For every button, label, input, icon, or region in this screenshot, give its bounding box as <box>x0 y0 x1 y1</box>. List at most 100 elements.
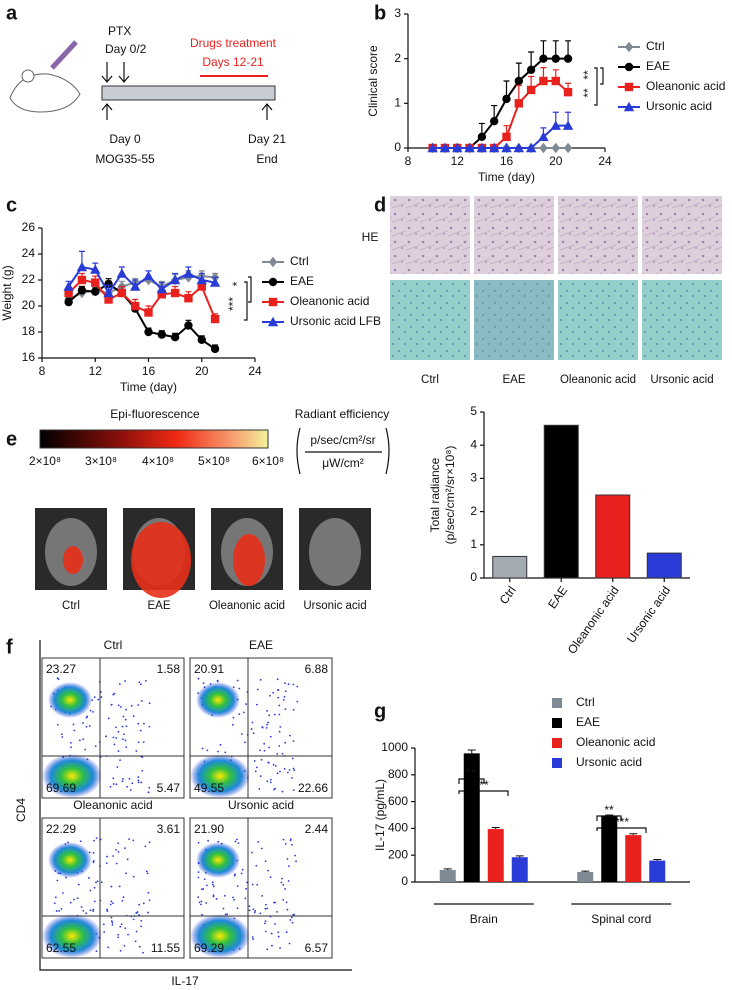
marker <box>539 54 548 63</box>
event-dot <box>73 898 75 901</box>
lfb-image <box>390 280 470 360</box>
event-dot <box>124 680 126 682</box>
event-dot <box>255 766 258 769</box>
event-dot <box>245 887 248 890</box>
imaging-title: Epi-fluorescence <box>110 407 200 421</box>
quadrant-lines <box>190 658 332 798</box>
event-dot <box>110 703 113 706</box>
event-dot <box>142 951 144 954</box>
mouse-ear <box>21 69 35 83</box>
y-tick-label: 4 <box>470 437 477 451</box>
event-dot <box>276 678 279 681</box>
event-dot <box>123 945 126 947</box>
event-dot <box>274 901 276 904</box>
marker <box>539 76 548 86</box>
event-dot <box>256 688 259 691</box>
he-image <box>642 196 722 274</box>
event-dot <box>292 767 295 770</box>
event-dot <box>240 872 243 875</box>
event-dot <box>281 752 284 755</box>
event-dot <box>223 894 226 897</box>
y-tick-label: 2 <box>394 51 401 65</box>
quadrant-value: 69.29 <box>194 941 224 955</box>
bar <box>649 860 666 882</box>
event-dot <box>125 746 128 749</box>
marker <box>476 142 488 153</box>
event-dot <box>267 721 269 724</box>
marker <box>144 327 153 337</box>
event-dot <box>89 909 92 912</box>
x-tick-label: EAE <box>545 584 570 612</box>
y-tick-label: 0 <box>394 140 401 154</box>
ptx-days: Day 0/2 <box>105 42 147 56</box>
marker <box>104 295 113 304</box>
event-dot <box>102 923 105 926</box>
cluster <box>190 914 250 958</box>
event-dot <box>233 874 236 877</box>
event-dot <box>137 776 140 778</box>
event-dot <box>203 878 206 881</box>
event-dot <box>121 780 124 783</box>
y-tick-label: 3 <box>470 471 477 485</box>
event-dot <box>138 903 141 906</box>
event-dot <box>197 677 200 680</box>
event-dot <box>295 860 297 863</box>
event-dot <box>110 885 113 888</box>
event-dot <box>252 732 255 735</box>
event-dot <box>252 938 254 940</box>
marker <box>525 142 537 153</box>
event-dot <box>128 778 131 780</box>
event-dot <box>137 704 140 706</box>
event-dot <box>282 698 285 701</box>
event-dot <box>117 730 120 733</box>
marker <box>64 288 73 298</box>
y-axis-label: Clinical score <box>366 45 380 117</box>
marker <box>514 99 524 108</box>
event-dot <box>287 865 290 867</box>
quadrant-value: 22.66 <box>298 781 328 795</box>
event-dot <box>232 896 234 899</box>
event-dot <box>268 746 271 749</box>
event-dot <box>100 696 103 698</box>
event-dot <box>88 724 91 727</box>
flow-title: EAE <box>249 638 273 652</box>
event-dot <box>85 912 88 915</box>
cluster <box>190 754 250 798</box>
legend-label: Ursonic acid <box>576 755 642 769</box>
marker <box>538 131 549 142</box>
event-dot <box>282 898 285 901</box>
event-dot <box>89 709 92 712</box>
event-dot <box>117 850 120 853</box>
marker <box>539 142 548 154</box>
event-dot <box>72 723 75 726</box>
colorbar-tick: 4×10⁸ <box>142 454 174 468</box>
marker <box>551 76 560 86</box>
y-tick-label: 5 <box>470 404 477 418</box>
event-dot <box>140 700 143 702</box>
event-dot <box>147 911 149 914</box>
event-dot <box>236 907 239 910</box>
colorbar <box>39 429 269 449</box>
unit-denominator: μW/cm² <box>322 456 364 470</box>
event-dot <box>148 899 151 902</box>
event-dot <box>107 717 110 720</box>
event-dot <box>55 910 58 912</box>
marker <box>63 281 74 291</box>
colorbar-tick: 6×10⁸ <box>252 454 284 468</box>
event-dot <box>122 738 124 741</box>
event-dot <box>289 919 292 921</box>
event-dot <box>290 916 293 919</box>
event-dot <box>215 898 218 900</box>
event-dot <box>269 781 272 784</box>
event-dot <box>284 690 287 693</box>
event-dot <box>278 713 281 716</box>
event-dot <box>138 945 141 948</box>
event-dot <box>115 862 118 865</box>
event-dot <box>60 908 63 910</box>
event-dot <box>85 725 88 728</box>
event-dot <box>77 883 80 886</box>
event-dot <box>125 872 127 875</box>
y-tick-label: 800 <box>388 767 408 781</box>
y-axis-label: IL-17 (pg/mL) <box>373 779 387 851</box>
quadrant-value: 3.61 <box>157 822 181 836</box>
